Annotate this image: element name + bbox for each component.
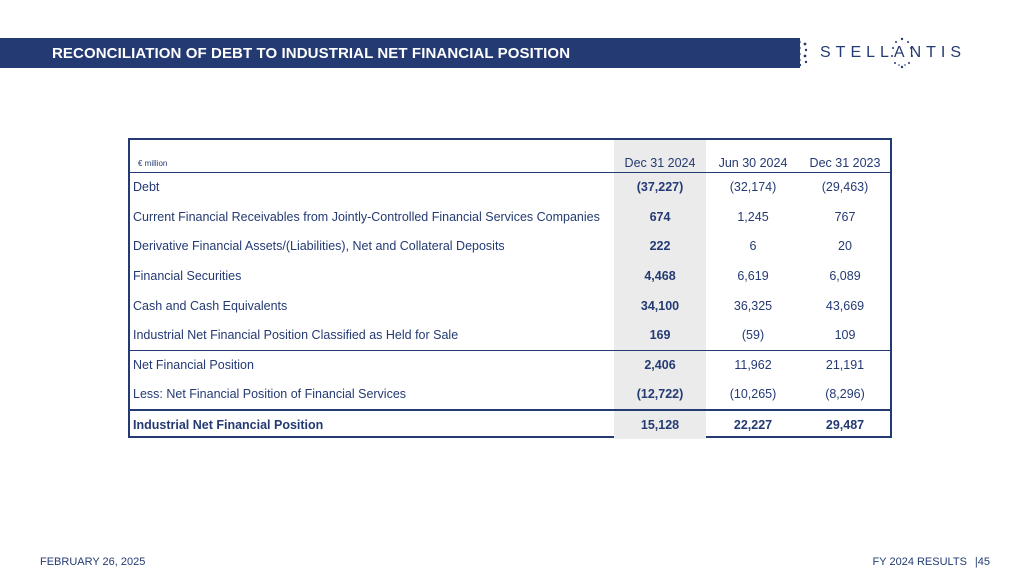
row-label: Current Financial Receivables from Joint… (133, 209, 600, 224)
cell-value: 6 (749, 239, 757, 254)
row-label: Derivative Financial Assets/(Liabilities… (133, 239, 505, 254)
column-header: Dec 31 2024 (614, 140, 706, 173)
cell-value: 29,487 (800, 408, 890, 440)
cell-value: 22,227 (706, 408, 800, 440)
table-row: Financial Securities 4,468 6,619 6,089 (130, 261, 890, 291)
page-title: RECONCILIATION OF DEBT TO INDUSTRIAL NET… (52, 44, 571, 62)
cell-value: 20 (838, 239, 852, 254)
brand-name: STELLANTIS (820, 44, 967, 61)
row-label: Less: Net Financial Position of Financia… (133, 387, 407, 402)
table-row: Derivative Financial Assets/(Liabilities… (130, 231, 890, 262)
dots-decoration-icon (797, 40, 808, 67)
cell-value: 222 (614, 231, 706, 262)
cell-value: (12,722) (614, 379, 706, 410)
cell-value: (37,227) (614, 172, 706, 202)
cell-value: 15,128 (614, 408, 706, 440)
stellantis-star-icon (891, 37, 913, 69)
table-row: Industrial Net Financial Position Classi… (130, 320, 890, 351)
cell-value: (32,174) (729, 180, 777, 195)
table-row: Debt (37,227) (32,174) (29,463) (130, 172, 890, 202)
table-row: Less: Net Financial Position of Financia… (130, 379, 890, 410)
table-row: Net Financial Position 2,406 11,962 21,1… (130, 349, 890, 380)
cell-value: 169 (614, 320, 706, 351)
cell-value: (29,463) (821, 180, 869, 195)
cell-value: (59) (741, 328, 765, 343)
cell-value: 36,325 (733, 298, 773, 313)
cell-value: 6,619 (737, 268, 769, 283)
row-label: Financial Securities (133, 268, 242, 283)
cell-value: 11,962 (706, 349, 800, 380)
cell-value: 2,406 (614, 349, 706, 380)
page-number: |45 (974, 556, 990, 568)
cell-value: 767 (834, 209, 856, 224)
row-label: Industrial Net Financial Position (130, 408, 614, 440)
column-header: Jun 30 2024 (706, 140, 800, 173)
footer-report: FY 2024 RESULTS |45 (873, 556, 990, 568)
title-bar: RECONCILIATION OF DEBT TO INDUSTRIAL NET… (0, 38, 800, 68)
row-label: Cash and Cash Equivalents (133, 298, 288, 313)
report-name: FY 2024 RESULTS (872, 556, 967, 568)
cell-value: 674 (614, 201, 706, 232)
row-label: Debt (133, 180, 160, 195)
cell-value: (8,296) (825, 387, 865, 402)
footer-date: FEBRUARY 26, 2025 (40, 556, 146, 568)
brand-logo: STELLANTIS (812, 36, 992, 70)
row-label: Net Financial Position (130, 349, 614, 380)
unit-label: € million (130, 140, 614, 173)
table-row: Cash and Cash Equivalents 34,100 36,325 … (130, 290, 890, 321)
total-row: Industrial Net Financial Position 15,128… (130, 408, 890, 440)
table-row: Current Financial Receivables from Joint… (130, 201, 890, 232)
column-header: Dec 31 2023 (800, 140, 890, 173)
cell-value: (10,265) (729, 387, 777, 402)
cell-value: 4,468 (614, 261, 706, 291)
reconciliation-table: € million Dec 31 2024 Jun 30 2024 Dec 31… (128, 138, 892, 440)
cell-value: 6,089 (829, 268, 861, 283)
cell-value: 109 (834, 328, 856, 343)
cell-value: 43,669 (825, 298, 865, 313)
cell-value: 21,191 (800, 349, 890, 380)
cell-value: 34,100 (614, 290, 706, 321)
row-label: Industrial Net Financial Position Classi… (133, 328, 459, 343)
table-header-row: € million Dec 31 2024 Jun 30 2024 Dec 31… (130, 140, 890, 173)
cell-value: 1,245 (737, 209, 769, 224)
